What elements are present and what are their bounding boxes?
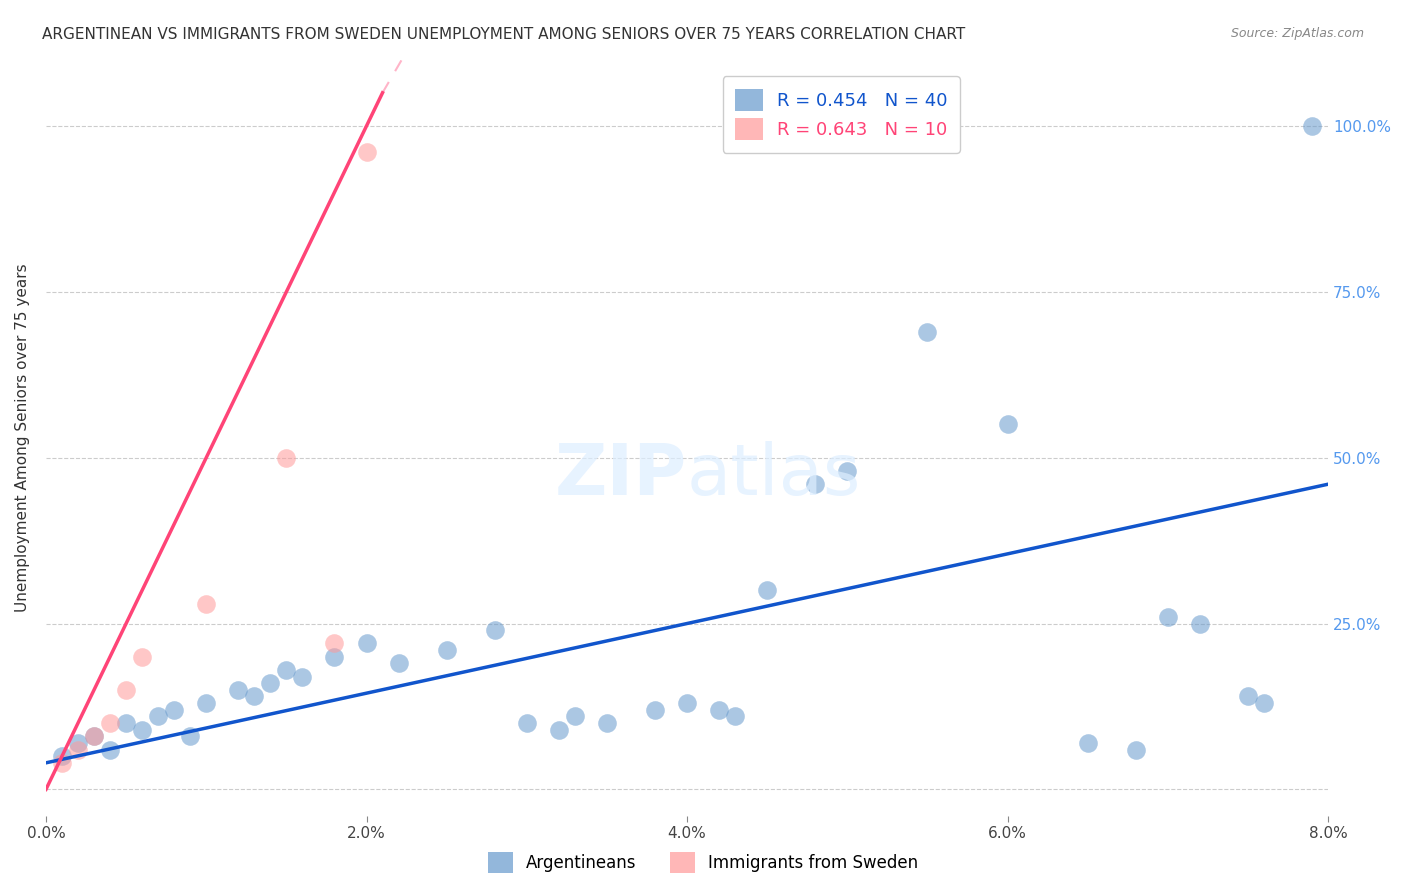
- Point: [756, 583, 779, 598]
- Point: [243, 690, 266, 704]
- Point: [323, 636, 346, 650]
- Point: [1301, 119, 1323, 133]
- Point: [83, 729, 105, 743]
- Text: ZIP: ZIP: [555, 441, 688, 510]
- Point: [436, 643, 458, 657]
- Point: [547, 723, 569, 737]
- Point: [356, 145, 378, 160]
- Text: Source: ZipAtlas.com: Source: ZipAtlas.com: [1230, 27, 1364, 40]
- Point: [115, 682, 138, 697]
- Point: [115, 716, 138, 731]
- Point: [917, 325, 939, 339]
- Point: [179, 729, 201, 743]
- Point: [131, 649, 153, 664]
- Point: [259, 676, 281, 690]
- Point: [66, 736, 89, 750]
- Point: [98, 716, 121, 731]
- Point: [98, 742, 121, 756]
- Point: [564, 709, 586, 723]
- Point: [51, 749, 73, 764]
- Legend: Argentineans, Immigrants from Sweden: Argentineans, Immigrants from Sweden: [481, 846, 925, 880]
- Point: [707, 703, 730, 717]
- Point: [66, 742, 89, 756]
- Point: [356, 636, 378, 650]
- Point: [1125, 742, 1147, 756]
- Point: [195, 696, 218, 710]
- Point: [146, 709, 169, 723]
- Point: [1157, 610, 1180, 624]
- Y-axis label: Unemployment Among Seniors over 75 years: Unemployment Among Seniors over 75 years: [15, 263, 30, 612]
- Point: [163, 703, 186, 717]
- Point: [997, 417, 1019, 432]
- Point: [226, 682, 249, 697]
- Point: [276, 450, 298, 465]
- Point: [484, 623, 506, 637]
- Point: [51, 756, 73, 770]
- Point: [837, 464, 859, 478]
- Point: [1237, 690, 1260, 704]
- Point: [596, 716, 619, 731]
- Point: [83, 729, 105, 743]
- Point: [276, 663, 298, 677]
- Point: [1077, 736, 1099, 750]
- Point: [516, 716, 538, 731]
- Point: [387, 657, 409, 671]
- Text: atlas: atlas: [688, 441, 862, 510]
- Point: [1188, 616, 1211, 631]
- Point: [676, 696, 699, 710]
- Point: [804, 477, 827, 491]
- Text: ARGENTINEAN VS IMMIGRANTS FROM SWEDEN UNEMPLOYMENT AMONG SENIORS OVER 75 YEARS C: ARGENTINEAN VS IMMIGRANTS FROM SWEDEN UN…: [42, 27, 966, 42]
- Point: [323, 649, 346, 664]
- Legend: R = 0.454   N = 40, R = 0.643   N = 10: R = 0.454 N = 40, R = 0.643 N = 10: [723, 76, 960, 153]
- Point: [724, 709, 747, 723]
- Point: [131, 723, 153, 737]
- Point: [195, 597, 218, 611]
- Point: [644, 703, 666, 717]
- Point: [1253, 696, 1275, 710]
- Point: [291, 670, 314, 684]
